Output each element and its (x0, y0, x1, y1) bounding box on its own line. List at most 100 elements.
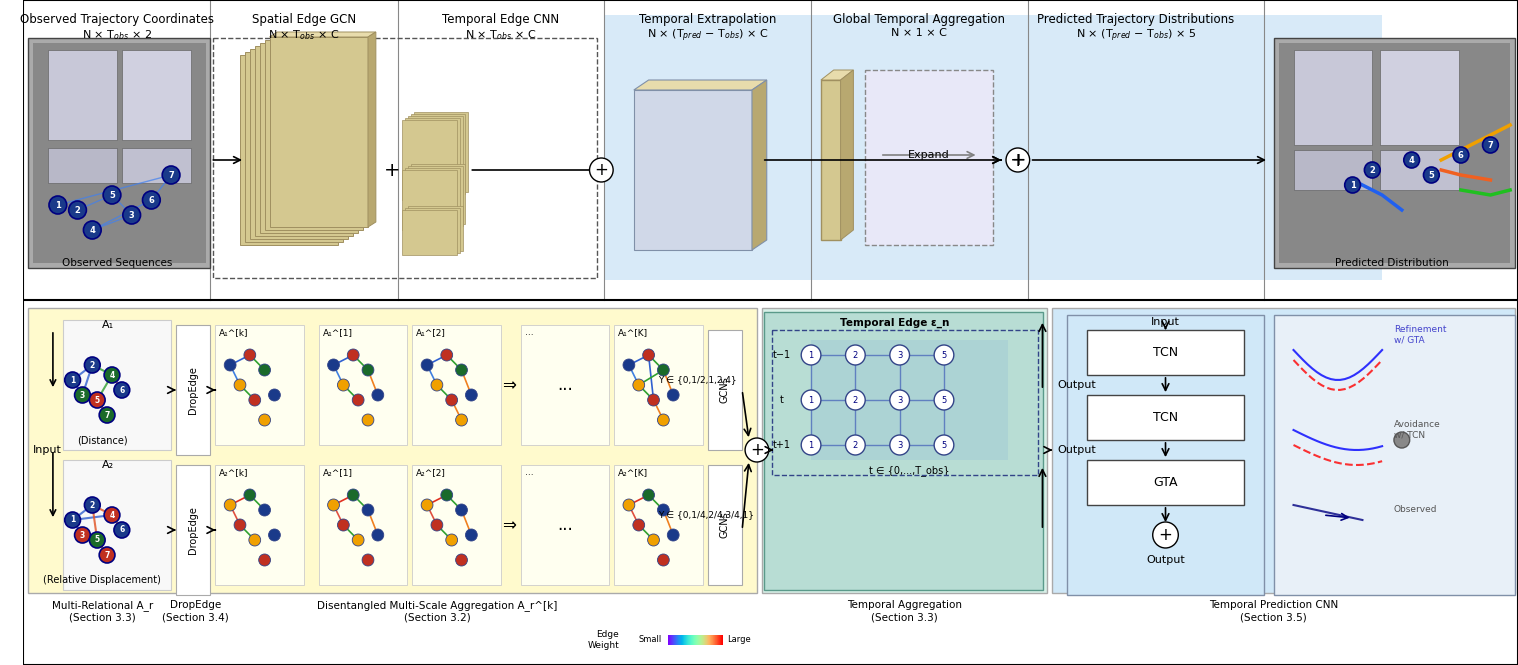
Circle shape (455, 554, 468, 566)
Circle shape (68, 201, 87, 219)
Circle shape (446, 394, 457, 406)
Circle shape (85, 357, 100, 373)
Text: 1: 1 (809, 350, 814, 360)
Text: N × 1 × C: N × 1 × C (891, 28, 947, 38)
Circle shape (348, 349, 360, 361)
Circle shape (648, 394, 659, 406)
Circle shape (657, 504, 669, 516)
Circle shape (1394, 432, 1410, 448)
Circle shape (372, 529, 384, 541)
Circle shape (466, 529, 477, 541)
Bar (176, 465, 211, 595)
Bar (1293, 150, 1372, 190)
Text: 4: 4 (109, 511, 115, 519)
Text: 5: 5 (1428, 170, 1435, 180)
Bar (408, 116, 463, 196)
Text: 3: 3 (80, 531, 85, 539)
Circle shape (420, 359, 433, 371)
Text: ...: ... (525, 468, 533, 477)
Bar (408, 166, 463, 226)
Circle shape (846, 390, 865, 410)
Circle shape (258, 414, 270, 426)
Text: 1: 1 (809, 396, 814, 404)
Circle shape (352, 394, 364, 406)
Circle shape (745, 438, 768, 462)
Circle shape (123, 206, 141, 224)
Text: Multi-Relational A_r: Multi-Relational A_r (52, 600, 153, 611)
Bar (615, 325, 703, 445)
Text: 6: 6 (120, 386, 124, 394)
Text: 2: 2 (853, 396, 858, 404)
Text: Refinement
w/ GTA: Refinement w/ GTA (1394, 325, 1447, 344)
Circle shape (143, 191, 161, 209)
Circle shape (1483, 137, 1498, 153)
Text: DropEdge: DropEdge (170, 600, 222, 610)
Circle shape (249, 534, 261, 546)
Bar (1087, 330, 1245, 375)
Circle shape (372, 389, 384, 401)
Circle shape (648, 534, 659, 546)
Circle shape (455, 414, 468, 426)
Circle shape (633, 379, 645, 391)
Text: Global Temporal Aggregation: Global Temporal Aggregation (833, 13, 1005, 26)
Bar (402, 210, 457, 255)
Circle shape (420, 499, 433, 511)
Circle shape (668, 389, 679, 401)
Circle shape (225, 499, 235, 511)
Bar (319, 465, 407, 585)
Bar (402, 170, 457, 230)
Text: +: + (1158, 526, 1172, 544)
Bar (604, 15, 1381, 280)
Text: ⇒: ⇒ (502, 516, 516, 534)
Circle shape (466, 389, 477, 401)
Polygon shape (635, 80, 767, 90)
Text: 2: 2 (853, 440, 858, 450)
Text: 6: 6 (1457, 150, 1463, 160)
Circle shape (802, 390, 821, 410)
Text: Temporal Prediction CNN: Temporal Prediction CNN (1210, 600, 1339, 610)
Text: Avoidance
w/ TCN: Avoidance w/ TCN (1394, 420, 1441, 440)
Text: DropEdge: DropEdge (188, 506, 197, 554)
Text: Predicted Distribution: Predicted Distribution (1336, 258, 1448, 268)
Text: 1: 1 (809, 440, 814, 450)
Circle shape (90, 392, 105, 408)
Circle shape (85, 497, 100, 513)
Circle shape (105, 367, 120, 383)
Circle shape (642, 489, 654, 501)
Circle shape (657, 554, 669, 566)
Circle shape (114, 522, 129, 538)
Text: A₁^[1]: A₁^[1] (323, 328, 352, 337)
Text: TCN: TCN (1154, 410, 1178, 424)
Bar (1274, 38, 1515, 268)
Text: Output: Output (1146, 555, 1186, 565)
Circle shape (337, 379, 349, 391)
Text: (Section 3.2): (Section 3.2) (404, 613, 471, 623)
Bar (214, 38, 598, 278)
Bar (62, 460, 172, 590)
Circle shape (846, 345, 865, 365)
Bar (635, 90, 751, 250)
Bar (521, 465, 609, 585)
Polygon shape (270, 32, 376, 37)
Text: 1: 1 (1350, 180, 1356, 190)
Circle shape (440, 349, 452, 361)
Circle shape (269, 529, 281, 541)
Text: ...: ... (557, 516, 572, 534)
Bar (1380, 50, 1459, 145)
Text: Temporal Edge CNN: Temporal Edge CNN (442, 13, 560, 26)
Circle shape (49, 196, 67, 214)
Circle shape (162, 166, 181, 184)
Bar (1087, 460, 1245, 505)
Circle shape (352, 534, 364, 546)
Text: N × T$_{obs}$ × C: N × T$_{obs}$ × C (466, 28, 536, 42)
Bar (821, 80, 841, 240)
Circle shape (337, 519, 349, 531)
Bar (216, 465, 304, 585)
Circle shape (657, 364, 669, 376)
Text: 2: 2 (853, 350, 858, 360)
Circle shape (363, 414, 373, 426)
Text: +: + (1009, 150, 1026, 170)
Bar (29, 38, 211, 268)
Circle shape (934, 345, 953, 365)
Text: A₁^[2]: A₁^[2] (416, 328, 446, 337)
